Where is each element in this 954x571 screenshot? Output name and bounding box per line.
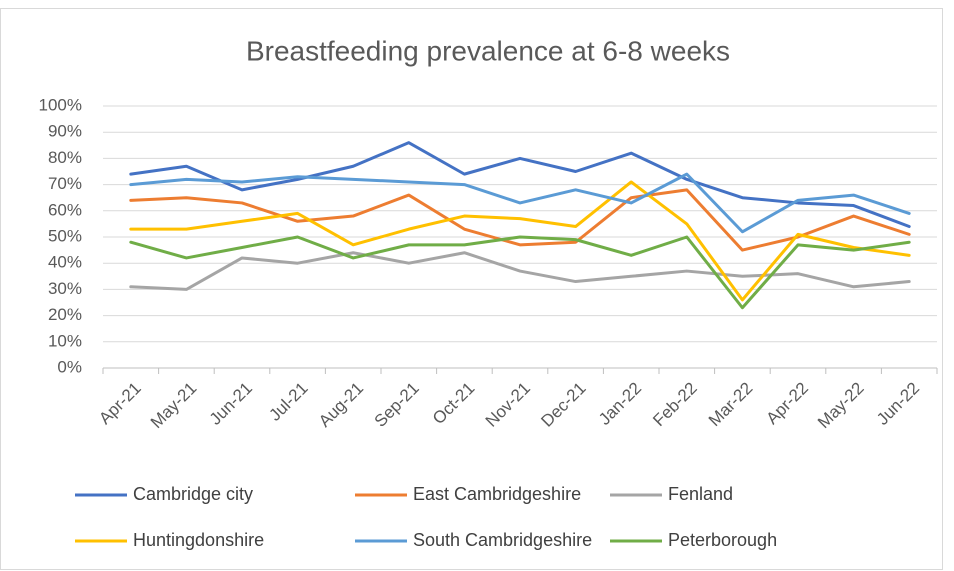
series-line: [129, 235, 911, 310]
legend-label: East Cambridgeshire: [413, 484, 581, 504]
legend-label: Cambridge city: [133, 484, 253, 504]
chart-title: Breastfeeding prevalence at 6-8 weeks: [246, 35, 730, 66]
y-tick-label: 70%: [48, 174, 82, 193]
y-tick-label: 20%: [48, 305, 82, 324]
y-tick-label: 10%: [48, 331, 82, 350]
series-line: [129, 172, 911, 234]
legend-label: South Cambridgeshire: [413, 530, 592, 550]
y-tick-label: 80%: [48, 148, 82, 167]
y-tick-label: 60%: [48, 200, 82, 219]
series-line: [129, 188, 911, 252]
legend-label: Fenland: [668, 484, 733, 504]
y-tick-label: 100%: [39, 95, 82, 114]
y-tick-label: 50%: [48, 226, 82, 245]
legend-label: Huntingdonshire: [133, 530, 264, 550]
y-tick-label: 90%: [48, 122, 82, 141]
y-tick-label: 40%: [48, 253, 82, 272]
legend-label: Peterborough: [668, 530, 777, 550]
y-tick-label: 30%: [48, 279, 82, 298]
series-line: [129, 251, 911, 291]
y-tick-label: 0%: [57, 357, 82, 376]
series-line: [129, 180, 911, 302]
series-line: [129, 141, 911, 229]
